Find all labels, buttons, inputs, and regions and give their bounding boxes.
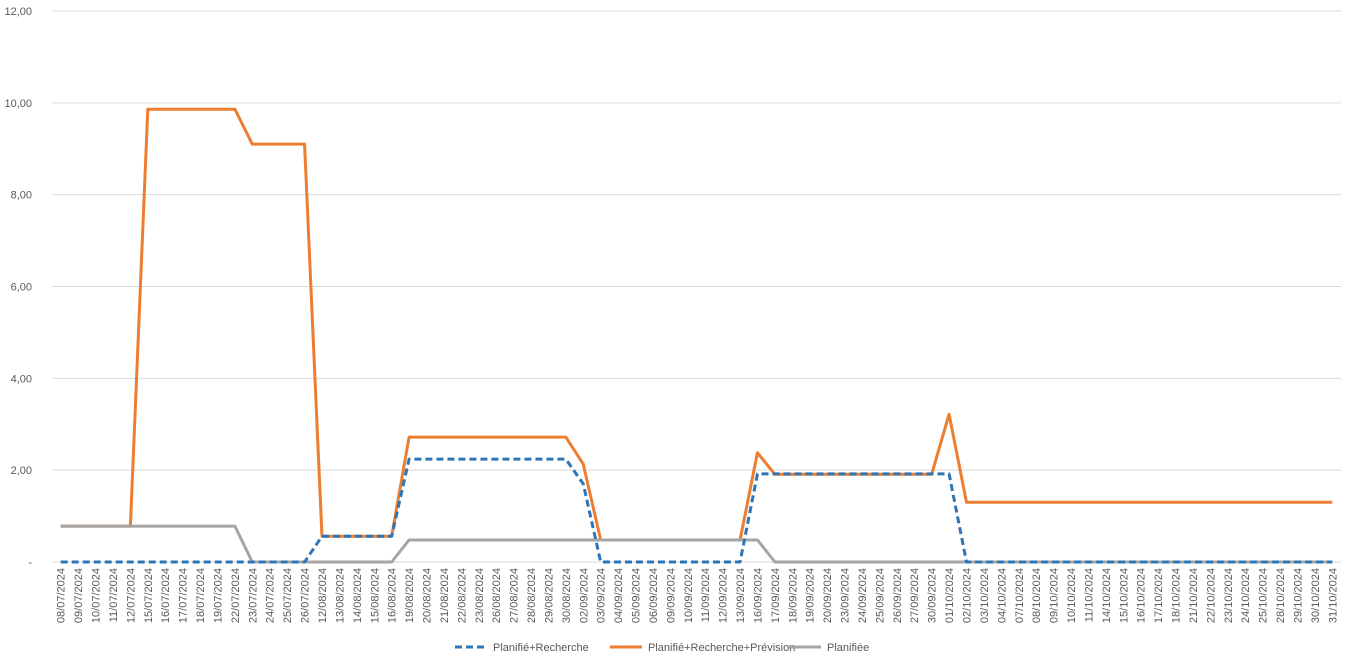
x-tick-label: 12/09/2024 xyxy=(718,568,730,623)
legend-label: Planifiée xyxy=(827,642,869,654)
x-tick-label: 02/10/2024 xyxy=(961,568,973,623)
x-tick-label: 22/08/2024 xyxy=(456,568,468,623)
series-line xyxy=(60,107,1333,542)
x-tick-label: 23/08/2024 xyxy=(474,568,486,623)
x-tick-label: 16/10/2024 xyxy=(1136,568,1148,623)
x-tick-label: 26/07/2024 xyxy=(300,568,312,623)
x-tick-label: 19/08/2024 xyxy=(404,568,416,623)
x-tick-label: 05/09/2024 xyxy=(631,568,643,623)
x-tick-label: 01/10/2024 xyxy=(944,568,956,623)
x-tick-label: 13/09/2024 xyxy=(735,568,747,623)
x-tick-label: 12/08/2024 xyxy=(317,568,329,623)
y-tick-label: 2,00 xyxy=(11,465,32,477)
x-tick-label: 30/10/2024 xyxy=(1310,568,1322,623)
x-tick-label: 14/10/2024 xyxy=(1101,568,1113,623)
x-tick-label: 30/09/2024 xyxy=(927,568,939,623)
x-tick-label: 13/08/2024 xyxy=(334,568,346,623)
x-tick-label: 23/07/2024 xyxy=(247,568,259,623)
x-tick-label: 10/07/2024 xyxy=(91,568,103,623)
x-tick-label: 20/08/2024 xyxy=(422,568,434,623)
y-tick-label: 6,00 xyxy=(11,282,32,294)
x-tick-label: 08/10/2024 xyxy=(1031,568,1043,623)
x-tick-label: 18/07/2024 xyxy=(195,568,207,623)
x-tick-label: 17/10/2024 xyxy=(1153,568,1165,623)
y-tick-label: 8,00 xyxy=(11,190,32,202)
x-tick-label: 25/10/2024 xyxy=(1258,568,1270,623)
x-tick-label: 20/09/2024 xyxy=(822,568,834,623)
x-tick-label: 29/08/2024 xyxy=(543,568,555,623)
x-tick-label: 23/10/2024 xyxy=(1223,568,1235,623)
x-tick-label: 08/07/2024 xyxy=(56,568,68,623)
x-tick-label: 10/09/2024 xyxy=(683,568,695,623)
x-tick-label: 15/07/2024 xyxy=(143,568,155,623)
x-tick-label: 30/08/2024 xyxy=(561,568,573,623)
series-line xyxy=(60,457,1333,564)
x-tick-label: 15/10/2024 xyxy=(1118,568,1130,623)
legend-label: Planifié+Recherche+Prévision xyxy=(648,642,795,654)
x-tick-label: 03/10/2024 xyxy=(979,568,991,623)
x-tick-label: 14/08/2024 xyxy=(352,568,364,623)
x-tick-label: 09/10/2024 xyxy=(1049,568,1061,623)
legend-label: Planifié+Recherche xyxy=(493,642,589,654)
x-tick-label: 28/08/2024 xyxy=(526,568,538,623)
x-tick-label: 16/09/2024 xyxy=(752,568,764,623)
x-tick-label: 15/08/2024 xyxy=(369,568,381,623)
x-tick-label: 17/07/2024 xyxy=(178,568,190,623)
x-tick-label: 10/10/2024 xyxy=(1066,568,1078,623)
x-tick-label: 28/10/2024 xyxy=(1275,568,1287,623)
x-tick-label: 04/09/2024 xyxy=(613,568,625,623)
x-tick-label: 24/09/2024 xyxy=(857,568,869,623)
x-tick-label: 25/07/2024 xyxy=(282,568,294,623)
x-tick-label: 03/09/2024 xyxy=(596,568,608,623)
series-line xyxy=(60,524,1333,564)
x-tick-label: 26/09/2024 xyxy=(892,568,904,623)
x-tick-label: 11/07/2024 xyxy=(108,568,120,622)
x-tick-label: 23/09/2024 xyxy=(840,568,852,623)
y-tick-label: 10,00 xyxy=(4,98,32,110)
x-tick-label: 26/08/2024 xyxy=(491,568,503,623)
x-tick-label: 07/10/2024 xyxy=(1014,568,1026,623)
x-tick-label: 04/10/2024 xyxy=(996,568,1008,623)
x-tick-label: 19/09/2024 xyxy=(805,568,817,623)
x-tick-label: 16/07/2024 xyxy=(160,568,172,623)
x-tick-label: 19/07/2024 xyxy=(212,568,224,623)
x-tick-label: 09/09/2024 xyxy=(665,568,677,623)
x-tick-label: 18/10/2024 xyxy=(1171,568,1183,623)
x-tick-label: 17/09/2024 xyxy=(770,568,782,623)
x-tick-label: 27/08/2024 xyxy=(509,568,521,623)
x-tick-label: 02/09/2024 xyxy=(578,568,590,623)
x-tick-label: 11/10/2024 xyxy=(1083,568,1095,622)
x-tick-label: 29/10/2024 xyxy=(1292,568,1304,623)
x-tick-label: 21/08/2024 xyxy=(439,568,451,623)
x-tick-label: 16/08/2024 xyxy=(387,568,399,623)
x-tick-label: 18/09/2024 xyxy=(787,568,799,623)
x-tick-label: 25/09/2024 xyxy=(874,568,886,623)
x-tick-label: 22/07/2024 xyxy=(230,568,242,623)
y-tick-label: 4,00 xyxy=(11,373,32,385)
x-tick-label: 24/10/2024 xyxy=(1240,568,1252,623)
x-tick-label: 06/09/2024 xyxy=(648,568,660,623)
x-tick-label: 22/10/2024 xyxy=(1205,568,1217,623)
y-tick-label: - xyxy=(28,557,32,569)
y-tick-label: 12,00 xyxy=(4,6,32,18)
x-tick-label: 21/10/2024 xyxy=(1188,568,1200,623)
x-tick-label: 27/09/2024 xyxy=(909,568,921,623)
x-tick-label: 12/07/2024 xyxy=(125,568,137,623)
x-tick-label: 31/10/2024 xyxy=(1327,568,1339,623)
x-tick-label: 11/09/2024 xyxy=(700,568,712,622)
x-tick-label: 24/07/2024 xyxy=(265,568,277,623)
x-tick-label: 09/07/2024 xyxy=(73,568,85,623)
